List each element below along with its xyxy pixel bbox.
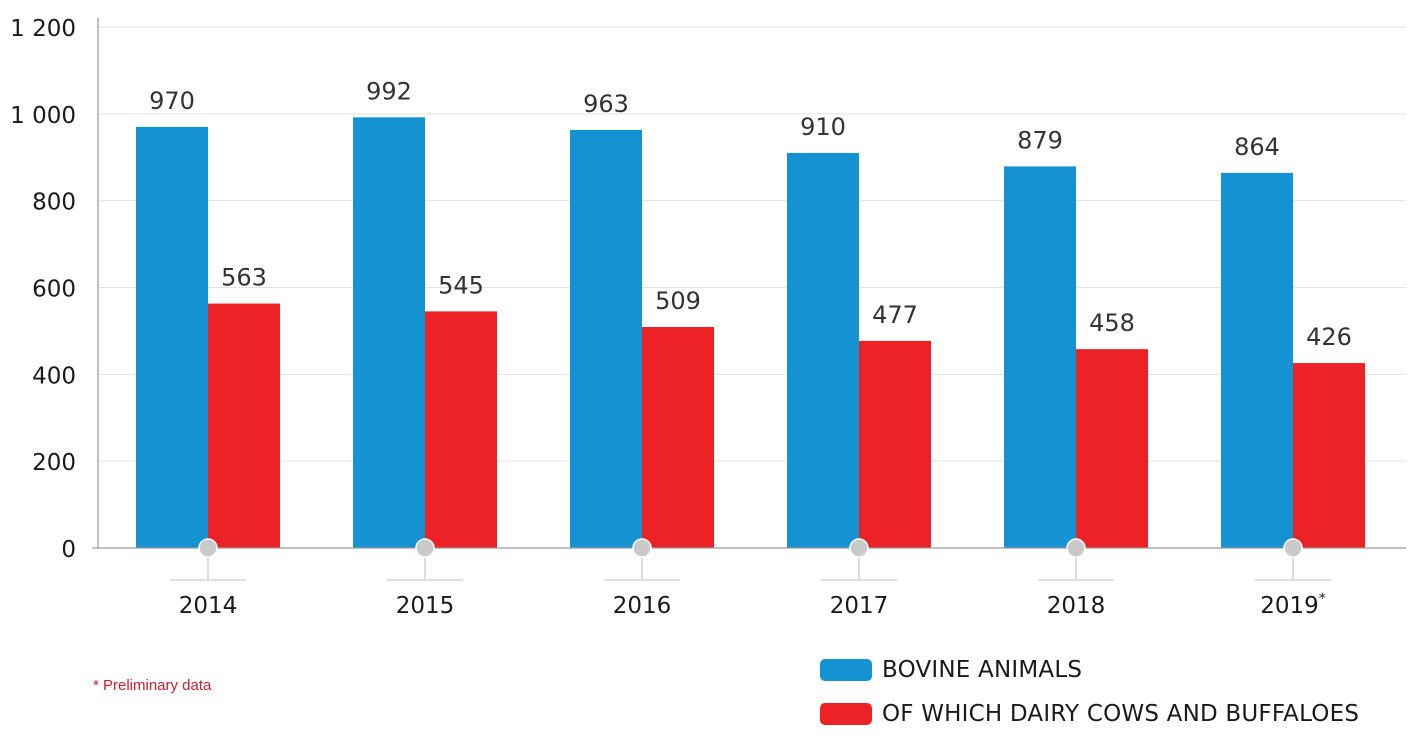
bar-bovine xyxy=(787,152,859,549)
data-label-bovine: 864 xyxy=(1234,133,1280,161)
legend-item-bovine: BOVINE ANIMALS xyxy=(820,657,1359,683)
bar-bovine xyxy=(353,117,425,548)
legend-label-bovine: BOVINE ANIMALS xyxy=(882,657,1083,683)
x-axis-marker xyxy=(632,538,652,558)
bar-bovine xyxy=(1004,166,1076,548)
x-axis-marker xyxy=(849,538,869,558)
legend: BOVINE ANIMALS OF WHICH DAIRY COWS AND B… xyxy=(820,657,1359,745)
y-tick-label: 400 xyxy=(32,363,76,389)
legend-swatch-dairy xyxy=(820,703,872,725)
x-axis-marker xyxy=(415,538,435,558)
gridlines xyxy=(98,26,1406,462)
y-tick-label: 800 xyxy=(32,190,76,216)
data-labels: 970 563 992 545 963 509 910 477 879 458 864 426 xyxy=(149,77,1352,351)
legend-label-dairy: OF WHICH DAIRY COWS AND BUFFALOES xyxy=(882,701,1360,727)
bar-dairy xyxy=(425,311,497,548)
y-tick-label: 600 xyxy=(32,277,76,303)
x-tick-label: 2014 xyxy=(179,593,238,619)
y-tick-label: 200 xyxy=(32,450,76,476)
x-tick-label: 2015 xyxy=(396,593,455,619)
data-label-bovine: 970 xyxy=(149,87,195,115)
x-axis-marker xyxy=(1283,538,1303,558)
bar-dairy xyxy=(1293,363,1365,548)
y-tick-label: 1 200 xyxy=(10,16,76,42)
legend-item-dairy: OF WHICH DAIRY COWS AND BUFFALOES xyxy=(820,701,1359,727)
x-axis-marker xyxy=(198,538,218,558)
bar-dairy xyxy=(1076,349,1148,548)
legend-swatch-bovine xyxy=(820,659,872,681)
bar-bovine xyxy=(1221,172,1293,548)
footnote: * Preliminary data xyxy=(93,677,212,694)
data-label-dairy: 509 xyxy=(655,287,701,315)
data-label-dairy: 477 xyxy=(872,301,918,329)
y-tick-label: 0 xyxy=(61,537,76,563)
data-label-dairy: 563 xyxy=(221,264,267,292)
x-tick-label: 2016 xyxy=(613,593,672,619)
bar-bovine xyxy=(136,126,208,548)
x-tick-footnote-mark: * xyxy=(1319,591,1326,607)
bar-bovine xyxy=(570,129,642,548)
axes xyxy=(92,18,1406,549)
data-label-bovine: 992 xyxy=(366,77,412,105)
bar-dairy xyxy=(642,327,714,548)
data-label-dairy: 458 xyxy=(1089,309,1135,337)
x-tick-label: 2018 xyxy=(1047,593,1106,619)
x-axis-marker xyxy=(1066,538,1086,558)
x-tick-label: 2019* xyxy=(1260,591,1326,619)
data-label-bovine: 910 xyxy=(800,113,846,141)
bar-chart: 0 200 400 600 800 1 000 1 200 970 563 992 545 963 5… xyxy=(10,16,1406,619)
data-label-bovine: 963 xyxy=(583,90,629,118)
x-axis-ticks: 2014 2015 2016 2017 2018 2019* xyxy=(170,538,1331,619)
data-label-dairy: 545 xyxy=(438,271,484,299)
y-axis-ticks: 0 200 400 600 800 1 000 1 200 xyxy=(10,16,76,563)
data-label-dairy: 426 xyxy=(1306,323,1352,351)
bar-dairy xyxy=(859,340,931,548)
data-label-bovine: 879 xyxy=(1017,126,1063,154)
y-tick-label: 1 000 xyxy=(10,103,76,129)
x-tick-label: 2017 xyxy=(830,593,889,619)
bars xyxy=(136,117,1365,549)
bar-dairy xyxy=(208,303,280,548)
